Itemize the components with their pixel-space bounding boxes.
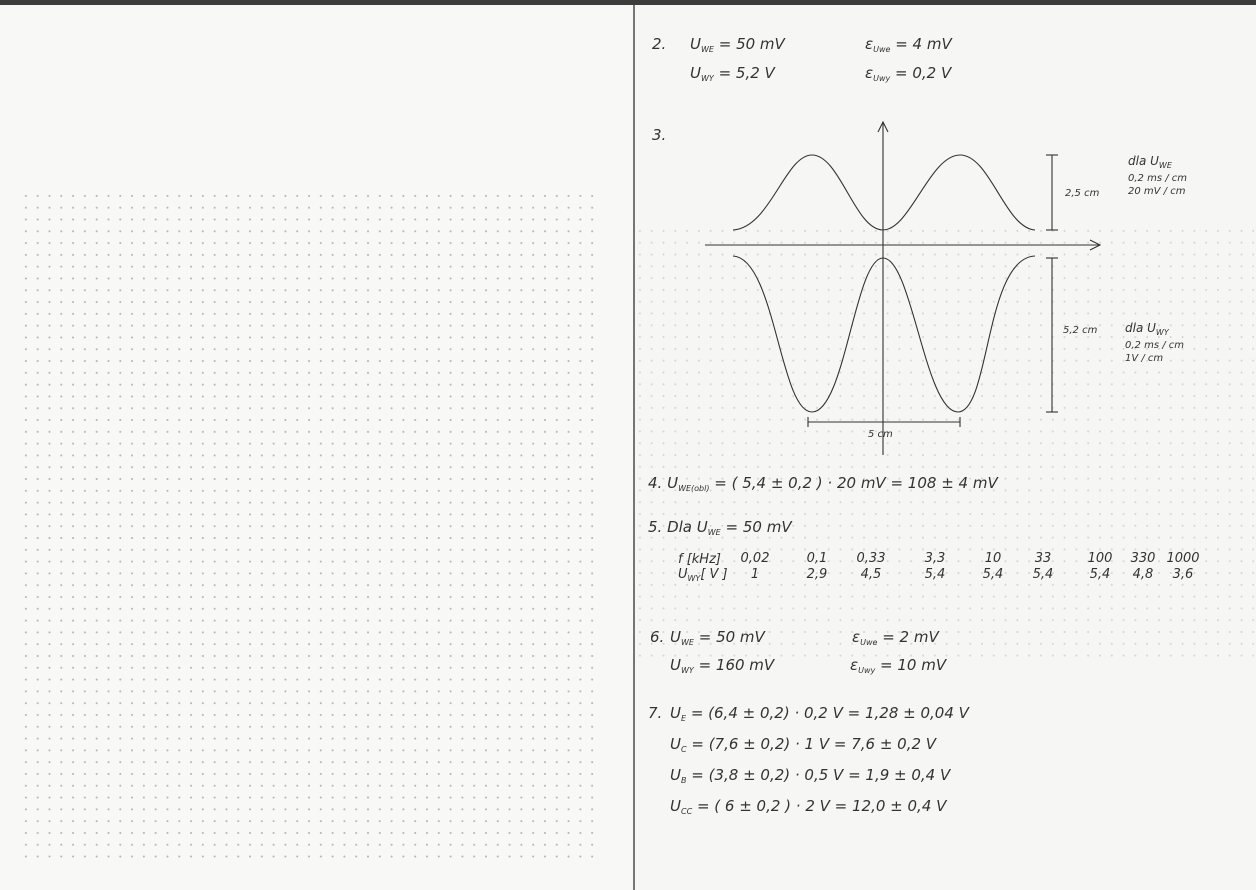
output-waveform — [732, 255, 1036, 413]
bottom-amplitude-label: 5,2 cm — [1063, 325, 1098, 336]
left-page — [0, 5, 634, 890]
legend-output: dla UWY 0,2 ms / cm 1V / cm — [1125, 321, 1184, 365]
epsilon-u-wy-6: εUwy = 10 mV — [850, 656, 947, 675]
equation-line: UC = (7,6 ± 0,2) · 1 V = 7,6 ± 0,2 V — [670, 735, 937, 754]
epsilon-u-we-6: εUwe = 2 mV — [852, 628, 939, 647]
section-6-number: 6. — [650, 628, 665, 646]
section-4-equation: 4. UWE(obl) = ( 5,4 ± 0,2 ) · 20 mV = 10… — [648, 474, 998, 493]
epsilon-u-we: εUwe = 4 mV — [865, 35, 952, 54]
dot-grid — [634, 225, 1254, 665]
u-wy-value-6: UWY = 160 mV — [670, 656, 775, 675]
section-2-number: 2. — [652, 35, 667, 53]
amplitude-arrow-top — [1046, 154, 1058, 231]
voltage-cell: 1 — [750, 567, 760, 582]
frequency-cell: 100 — [1087, 551, 1113, 566]
frequency-cell: 0,33 — [856, 551, 886, 566]
u-we-value: UWE = 50 mV — [690, 35, 785, 54]
frequency-cell: 0,1 — [806, 551, 828, 566]
voltage-cell: 4,8 — [1132, 567, 1154, 582]
voltage-cell: 5,4 — [982, 567, 1004, 582]
amplitude-arrow-bottom — [1046, 257, 1058, 413]
u-we-value-6: UWE = 50 mV — [670, 628, 765, 647]
u-wy-value: UWY = 5,2 V — [690, 64, 775, 83]
section-7-number: 7. — [648, 704, 663, 722]
epsilon-u-wy: εUwy = 0,2 V — [865, 64, 952, 83]
horizontal-axis-arrow — [1089, 239, 1102, 251]
voltage-cell: 3,6 — [1172, 567, 1194, 582]
vertical-axis-arrow — [877, 120, 889, 133]
equation-line: UCC = ( 6 ± 0,2 ) · 2 V = 12,0 ± 0,4 V — [670, 797, 947, 816]
voltage-cell: 5,4 — [1089, 567, 1111, 582]
top-amplitude-label: 2,5 cm — [1065, 188, 1100, 199]
frequency-cell: 3,3 — [924, 551, 946, 566]
right-page — [634, 5, 1256, 890]
equation-line: UE = (6,4 ± 0,2) · 0,2 V = 1,28 ± 0,04 V — [670, 704, 969, 723]
legend-input: dla UWE 0,2 ms / cm 20 mV / cm — [1128, 154, 1187, 198]
input-waveform — [732, 154, 1036, 231]
voltage-cell: 4,5 — [860, 567, 882, 582]
frequency-cell: 1000 — [1166, 551, 1200, 566]
section-5-intro: 5. Dla UWE = 50 mV — [648, 518, 792, 537]
period-label: 5 cm — [868, 429, 893, 440]
frequency-cell: 0,02 — [740, 551, 770, 566]
voltage-cell: 2,9 — [806, 567, 828, 582]
table-row-labels: f [kHz] UWY[ V ] — [678, 552, 728, 583]
period-arrow — [807, 417, 961, 427]
scan-top-edge — [0, 0, 1256, 5]
frequency-cell: 33 — [1034, 551, 1052, 566]
dot-grid — [20, 190, 600, 860]
frequency-cell: 330 — [1130, 551, 1156, 566]
voltage-cell: 5,4 — [924, 567, 946, 582]
section-3-number: 3. — [652, 126, 667, 144]
page-fold — [633, 5, 635, 890]
equation-line: UB = (3,8 ± 0,2) · 0,5 V = 1,9 ± 0,4 V — [670, 766, 951, 785]
frequency-cell: 10 — [984, 551, 1002, 566]
voltage-cell: 5,4 — [1032, 567, 1054, 582]
